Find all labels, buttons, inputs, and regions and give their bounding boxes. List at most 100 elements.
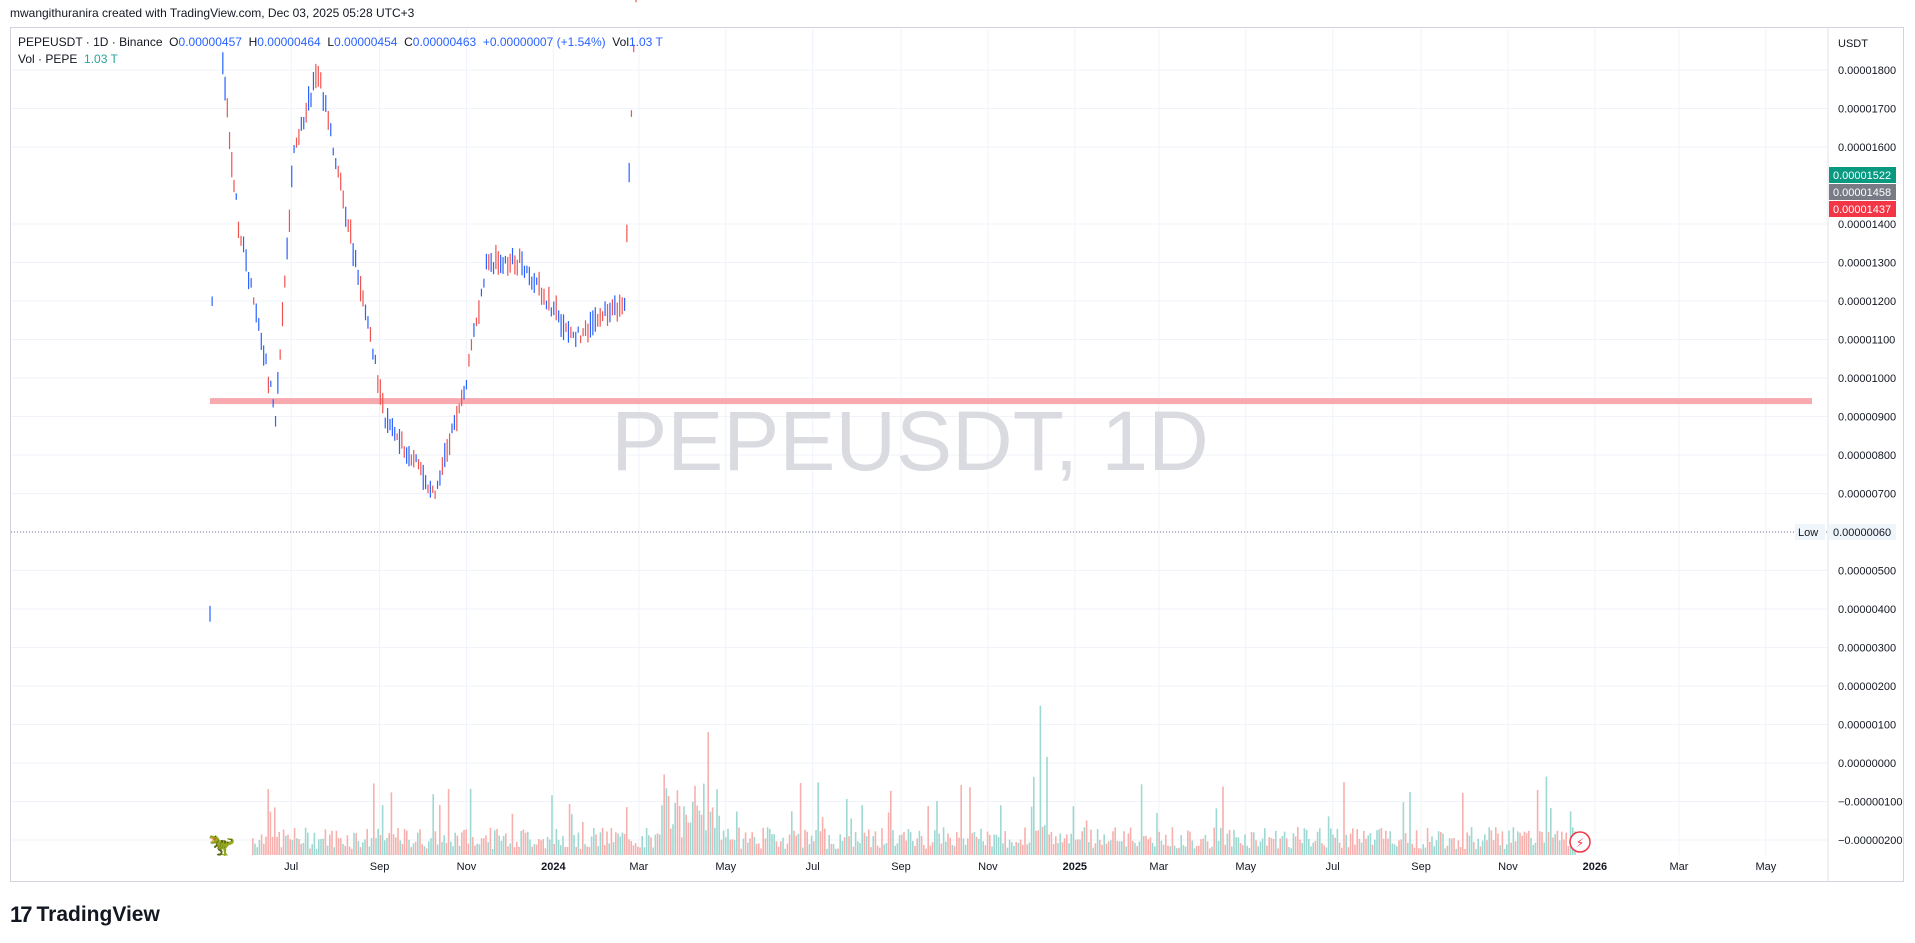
volume-bar [1006,847,1009,855]
volume-bar [1028,842,1031,855]
volume-bar [982,841,984,855]
volume-bar [511,813,514,855]
volume-bar [1224,844,1226,855]
volume-bar [1510,842,1512,855]
volume-bar [744,832,747,855]
volume-bar [1484,834,1486,855]
volume-bar [1336,828,1339,855]
volume-bar [254,843,256,855]
volume-bar [1512,827,1515,855]
volume-bar [1389,831,1391,855]
volume-bar [718,815,720,855]
volume-bar [1220,827,1222,855]
open-label: O [169,35,179,49]
low-label: L [327,35,335,49]
lightning-icon[interactable] [1569,831,1591,853]
brand-footer[interactable]: 17 TradingView [10,902,160,928]
volume-bar [788,834,791,855]
volume-bar [637,846,639,855]
volume-bar [1523,831,1526,855]
volume-bar [406,830,408,855]
x-tick-label: Nov [978,861,998,873]
high-value: 0.00000464 [257,35,321,49]
volume-bar [1184,846,1187,855]
volume-bar [1290,848,1292,855]
volume-bar [522,829,525,855]
volume-bar [817,782,819,855]
volume-bar [843,837,846,855]
volume-bar [1356,829,1358,855]
volume-bar [1440,832,1442,855]
volume-bar [309,848,311,855]
volume-bar [621,832,624,855]
volume-bar [986,831,989,855]
volume-bar [1556,830,1559,855]
x-tick-label: May [715,861,736,873]
volume-bar [549,839,551,855]
volume-bar [1323,845,1325,855]
demand-line[interactable] [210,398,1812,405]
volume-bar [758,843,760,855]
volume-bar [410,847,412,855]
volume-bar [1444,848,1446,855]
volume-bar [252,838,254,855]
volume-bar [1114,827,1116,855]
volume-bar [1231,846,1233,855]
x-tick-label: Jul [806,861,820,873]
volume-bar [1371,844,1374,855]
volume-bar [1363,830,1365,855]
volume-bar [872,836,874,855]
y-tick-label: 0.00001800 [1838,65,1896,77]
volume-bar [1147,839,1149,855]
volume-bar [337,838,340,855]
volume-bar [1422,844,1424,855]
volume-bar [443,835,445,855]
volume-bar [395,837,397,855]
volume-bar [1035,830,1037,855]
volume-bar [276,836,278,855]
volume-bar [1107,841,1110,855]
y-tick-label: 0.00000300 [1838,643,1896,655]
volume-bar [315,848,318,855]
volume-bar [1305,829,1308,855]
volume-bar [810,835,813,855]
symbol-label[interactable]: PEPEUSDT · 1D · Binance [18,35,163,49]
volume-bar [1268,837,1270,855]
y-tick-label: 0.00000500 [1838,566,1896,578]
volume-bar [958,837,960,855]
volume-bar [524,832,527,855]
currency-label[interactable]: USDT [1838,38,1868,50]
volume-bar [1506,844,1508,855]
volume-bar [980,828,982,855]
volume-bar [652,847,654,855]
volume-bar [289,839,291,855]
dinosaur-icon[interactable]: 🦖 [208,832,235,857]
volume-indicator-label[interactable]: Vol · PEPE [18,52,78,66]
volume-bar [1050,831,1053,855]
volume-bar [1145,835,1147,855]
volume-bar [1365,838,1367,855]
volume-bar [1206,841,1209,855]
volume-bar [1462,792,1464,855]
volume-bar [1378,829,1380,855]
volume-bar [766,827,769,855]
volume-bar [837,848,839,855]
volume-bar [962,838,965,855]
volume-bar [630,841,632,855]
volume-bar [978,838,980,855]
volume-bar [1129,827,1132,855]
volume-bar [1407,842,1409,855]
volume-bar [907,829,910,855]
volume-bar [355,833,357,855]
volume-bar [1530,837,1532,855]
close-value: 0.00000463 [412,35,477,49]
volume-bar [555,829,558,855]
volume-bar [890,790,892,855]
volume-bar [1385,830,1387,855]
volume-bar [1477,838,1479,855]
volume-bar [1345,834,1347,855]
volume-bar [1475,848,1477,855]
volume-bar [531,846,533,855]
volume-bar [340,838,342,855]
